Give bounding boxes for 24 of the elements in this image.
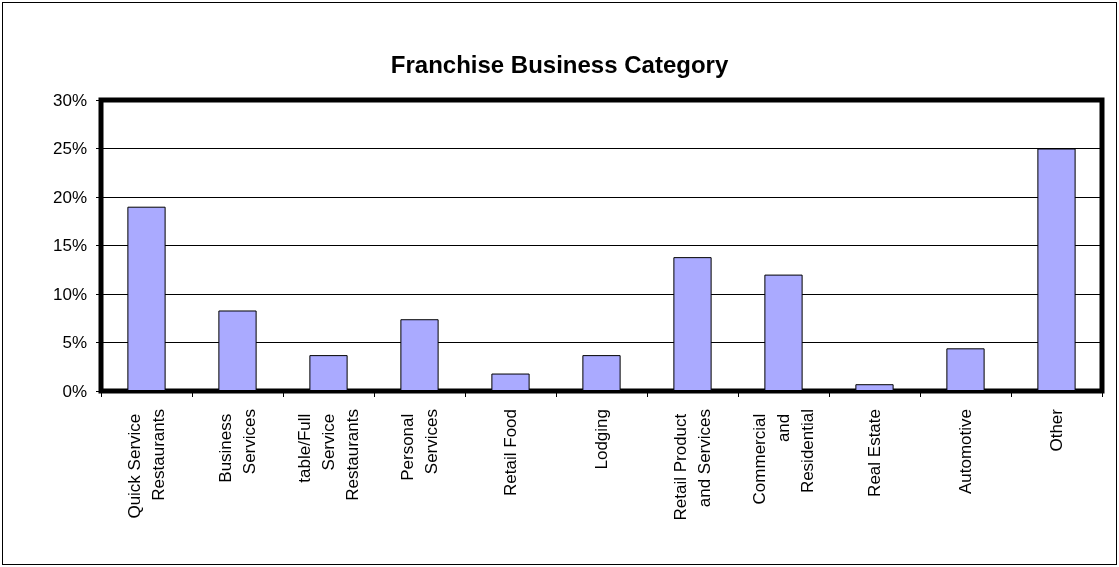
bar [855, 384, 894, 391]
y-tick-label: 0% [62, 381, 87, 401]
chart-title: Franchise Business Category [390, 50, 729, 78]
x-tick-label: Real Estate [865, 409, 884, 497]
x-tick-label: Automotive [956, 409, 975, 495]
x-tick-label: Personal Services [398, 409, 441, 481]
x-tick-label: Quick Service Restaurants [125, 409, 168, 519]
x-tick-label: Lodging [592, 409, 611, 470]
bar [946, 348, 985, 391]
y-tick-label: 20% [52, 187, 87, 207]
bar [309, 355, 348, 391]
x-tick-label: Business Services [216, 409, 259, 483]
y-tick-label: 15% [52, 236, 87, 255]
y-tick-label: 25% [52, 139, 87, 158]
bar [582, 355, 621, 391]
x-tick-label: Retail Food [501, 409, 520, 496]
x-tick-label: Commercial and Residential [750, 409, 817, 505]
bar [491, 373, 530, 391]
x-tick-label: Retail Product and Services [671, 409, 714, 521]
y-tick-label: 10% [52, 284, 87, 304]
y-tick-label: 5% [62, 333, 87, 352]
x-tick-label: table/Full Service Restaurants [295, 409, 362, 501]
y-tick-label: 30% [52, 90, 87, 110]
x-tick-label: Other [1047, 408, 1066, 452]
